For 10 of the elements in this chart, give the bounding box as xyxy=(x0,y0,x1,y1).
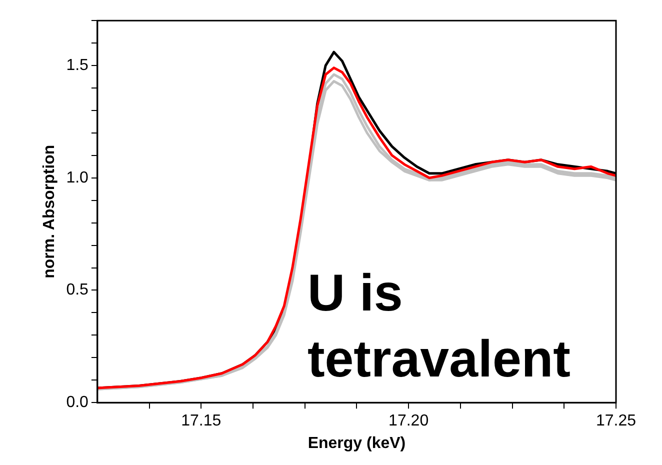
y-axis-title: norm. Absorption xyxy=(41,144,58,278)
y-tick-label: 0.5 xyxy=(66,282,89,299)
x-axis-title: Energy (keV) xyxy=(308,434,406,452)
y-tick-label: 1.0 xyxy=(66,169,89,186)
y-tick-label: 1.5 xyxy=(66,56,89,74)
x-tick-label: 17.15 xyxy=(181,412,222,430)
x-tick-label: 17.25 xyxy=(596,412,636,430)
y-tick-label: 0.0 xyxy=(66,394,89,412)
annotation: U is tetravalent xyxy=(307,264,570,389)
x-tick-label: 17.20 xyxy=(388,412,429,430)
